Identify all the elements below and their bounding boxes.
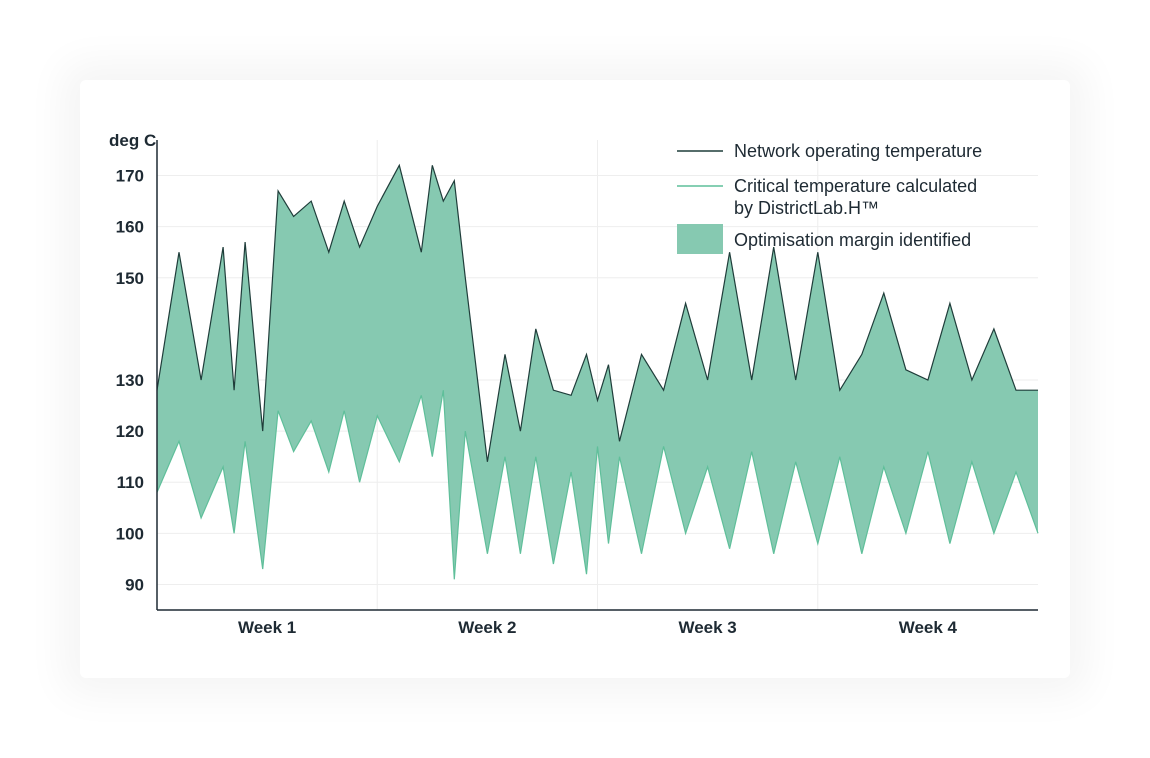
- legend-symbol-margin: [677, 224, 723, 254]
- x-category-label: Week 2: [458, 618, 516, 637]
- y-tick-label: 110: [117, 473, 144, 492]
- legend-label-network: Network operating temperature: [734, 141, 982, 161]
- y-tick-label: 100: [116, 524, 144, 543]
- y-tick-label: 130: [116, 371, 144, 390]
- legend-label-critical-line2: by DistrictLab.H™: [734, 198, 879, 218]
- x-category-label: Week 4: [899, 618, 958, 637]
- chart-card: 170 160 150 130 120 110 100 90 deg C Week 1 Week 2…: [80, 80, 1070, 678]
- axes: 170 160 150 130 120 110 100 90 deg C Week 1 Week 2…: [109, 131, 1038, 637]
- legend-label-critical: Critical temperature calculated: [734, 176, 977, 196]
- x-category-label: Week 3: [678, 618, 736, 637]
- network-temperature-line: [156, 163, 1038, 462]
- y-tick-label: 150: [116, 269, 144, 288]
- optimisation-margin-area: [157, 165, 1038, 580]
- critical-temperature-line: [156, 390, 1039, 580]
- x-category-label: Week 1: [238, 618, 296, 637]
- temperature-chart: 170 160 150 130 120 110 100 90 deg C Week 1 Week 2…: [109, 131, 1039, 637]
- y-tick-label: 120: [116, 422, 144, 441]
- y-tick-label: 160: [116, 218, 144, 237]
- legend-label-margin: Optimisation margin identified: [734, 230, 971, 250]
- plot-area: [156, 163, 1039, 580]
- y-axis-unit-label: deg C: [109, 131, 156, 150]
- y-tick-label: 170: [116, 167, 144, 186]
- y-tick-label: 90: [125, 575, 144, 594]
- legend: Network operating temperature Critical te…: [677, 141, 982, 254]
